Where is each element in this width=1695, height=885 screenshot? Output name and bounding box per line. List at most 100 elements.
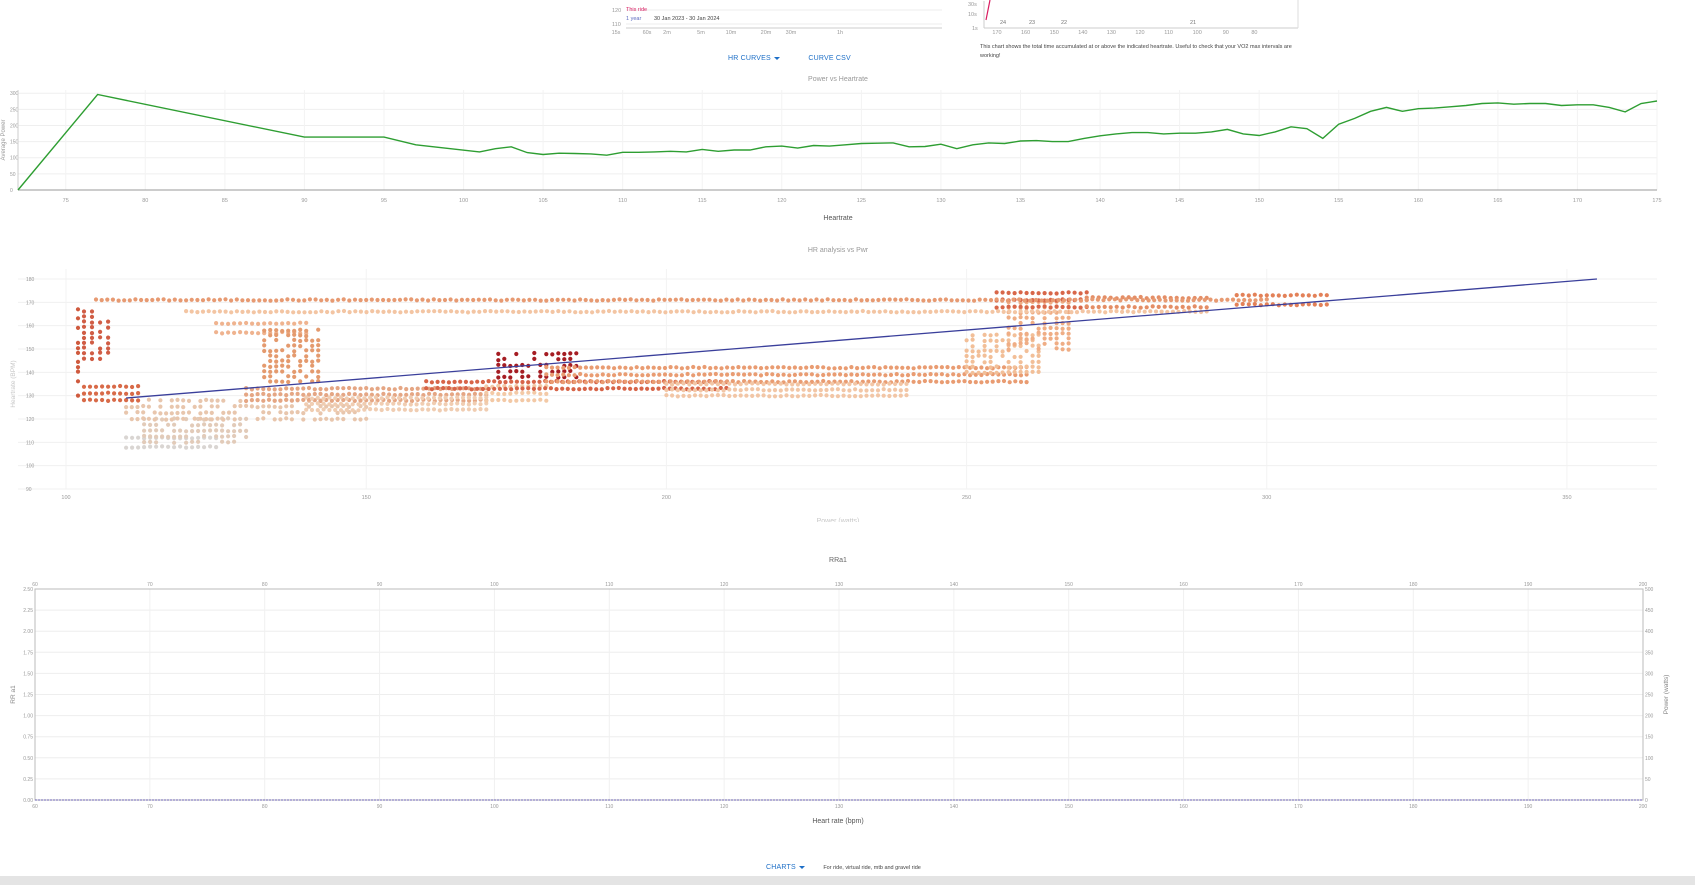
scatter-point — [832, 366, 837, 371]
scatter-point — [1066, 321, 1071, 326]
curve-csv-button[interactable]: CURVE CSV — [808, 55, 851, 62]
scatter-point — [877, 309, 882, 314]
scatter-point — [144, 298, 149, 303]
scatter-point — [268, 374, 273, 379]
scatter-point — [226, 321, 231, 326]
scatter-point — [962, 379, 967, 384]
scatter-point — [1041, 310, 1046, 315]
scatter-point — [1042, 331, 1047, 336]
scatter-point — [431, 407, 437, 412]
scatter-point — [274, 309, 279, 314]
scatter-point — [221, 398, 226, 403]
scatter-point — [617, 379, 622, 384]
scatter-point — [209, 404, 214, 409]
scatter-point — [352, 386, 357, 391]
scatter-point — [319, 298, 324, 303]
scatter-point — [261, 404, 266, 409]
y-tick-label: 160 — [26, 324, 35, 330]
scatter-point — [298, 344, 303, 349]
scatter-point — [804, 309, 809, 314]
scatter-point — [244, 416, 249, 421]
scatter-point — [1018, 360, 1023, 365]
scatter-point — [996, 379, 1001, 384]
scatter-point — [1129, 297, 1134, 302]
scatter-point — [206, 297, 211, 302]
x-tick-label: 200 — [1639, 804, 1648, 810]
scatter-point — [1042, 291, 1047, 296]
scatter-point — [618, 309, 623, 314]
scatter-point — [1018, 354, 1023, 359]
scatter-point — [154, 444, 159, 449]
scatter-point — [622, 386, 627, 391]
charts-button[interactable]: CHARTS — [766, 864, 805, 871]
scatter-point — [1090, 297, 1095, 302]
scatter-point — [1276, 293, 1281, 298]
scatter-point — [304, 320, 309, 325]
scatter-point — [446, 380, 451, 385]
scatter-point — [979, 365, 984, 370]
scatter-point — [1294, 303, 1299, 308]
scatter-point — [732, 382, 738, 387]
scatter-point — [124, 410, 129, 415]
scatter-point — [1045, 298, 1050, 303]
scatter-point — [652, 309, 657, 314]
scatter-point — [397, 401, 402, 406]
scatter-point — [994, 344, 999, 349]
scatter-point — [148, 428, 153, 433]
scatter-point — [544, 365, 549, 370]
scatter-point — [804, 372, 809, 377]
scatter-point — [268, 327, 273, 333]
scatter-point — [555, 365, 560, 370]
scatter-point — [190, 429, 195, 434]
hr-curves-button[interactable]: HR CURVES — [728, 55, 780, 62]
scatter-point — [409, 309, 414, 315]
scatter-point — [911, 366, 916, 371]
scatter-point — [982, 348, 987, 353]
scatter-point — [455, 407, 460, 412]
scatter-point — [1012, 316, 1017, 321]
scatter-point — [333, 407, 338, 413]
scatter-point — [1036, 326, 1041, 331]
scatter-point — [1069, 310, 1074, 315]
scatter-point — [738, 382, 743, 387]
scatter-point — [142, 422, 147, 427]
scatter-point — [310, 343, 315, 348]
scatter-point — [289, 386, 294, 391]
scatter-point — [697, 309, 702, 314]
scatter-point — [685, 365, 690, 370]
scatter-point — [160, 434, 165, 439]
scatter-point — [808, 298, 814, 303]
chart-title: RRa1 — [829, 557, 847, 564]
scatter-point — [484, 398, 489, 403]
scatter-point — [718, 298, 723, 303]
scatter-point — [657, 379, 662, 384]
x-axis-label: Heart rate (bpm) — [812, 818, 863, 825]
scatter-point — [727, 393, 732, 399]
scatter-point — [75, 346, 81, 351]
scatter-point — [763, 297, 768, 302]
scatter-point — [262, 328, 267, 333]
scatter-point — [279, 298, 284, 303]
scatter-point — [876, 297, 881, 303]
scatter-point — [560, 386, 565, 391]
scatter-point — [509, 379, 514, 384]
scatter-point — [127, 298, 132, 303]
scatter-point — [1030, 359, 1035, 364]
scatter-point — [212, 309, 217, 314]
scatter-point — [532, 350, 537, 356]
scatter-point — [633, 386, 638, 392]
scatter-point — [814, 297, 819, 302]
scatter-point — [379, 401, 384, 406]
scatter-point — [888, 365, 894, 370]
scatter-point — [725, 310, 730, 315]
scatter-point — [721, 388, 726, 393]
scatter-point — [190, 423, 195, 428]
scatter-point — [81, 330, 87, 335]
scatter-point — [130, 391, 135, 396]
scatter-point — [623, 365, 628, 370]
scatter-point — [381, 297, 386, 303]
scatter-point — [826, 366, 831, 371]
scatter-point — [568, 351, 573, 356]
scatter-point — [403, 309, 409, 314]
x-tick-label: 140 — [1095, 198, 1104, 204]
